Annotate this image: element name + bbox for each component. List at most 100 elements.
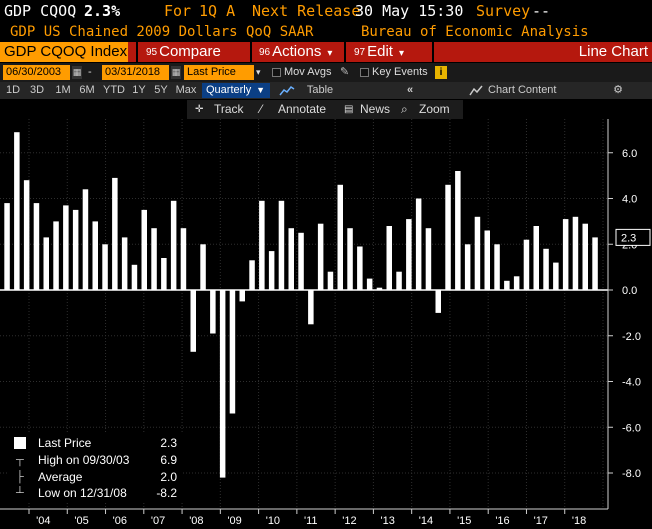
bar[interactable] xyxy=(484,230,491,291)
bar[interactable] xyxy=(278,200,285,290)
security-field[interactable]: GDP CQOQ Index xyxy=(0,42,128,62)
bar[interactable] xyxy=(386,226,393,290)
bar[interactable] xyxy=(229,290,236,414)
bar[interactable] xyxy=(259,200,265,290)
bar[interactable] xyxy=(406,219,412,290)
bar[interactable] xyxy=(513,276,520,290)
annotate-button[interactable]: Annotate xyxy=(278,102,327,116)
bar[interactable] xyxy=(474,216,481,290)
track-button[interactable]: Track xyxy=(214,102,244,116)
bar[interactable] xyxy=(219,290,226,478)
bar[interactable] xyxy=(347,228,353,290)
frequency-selector[interactable]: Quarterly ▼ xyxy=(202,83,270,98)
line-chart-icon[interactable] xyxy=(276,83,298,98)
bar[interactable] xyxy=(308,290,314,325)
bar[interactable] xyxy=(53,221,59,290)
range-6m[interactable]: 6M xyxy=(79,84,95,96)
bar[interactable] xyxy=(239,290,246,302)
bar[interactable] xyxy=(180,228,187,290)
range-1y[interactable]: 1Y xyxy=(132,84,146,96)
field-selector[interactable]: Last Price xyxy=(184,65,254,80)
bar[interactable] xyxy=(376,287,383,290)
chart-content-icon[interactable] xyxy=(466,83,486,98)
bar[interactable] xyxy=(523,239,530,290)
range-1m[interactable]: 1M xyxy=(55,84,71,96)
bar-chart[interactable]: 8.06.04.02.00.0-2.0-4.0-6.0-8.02.3 '04'0… xyxy=(0,119,652,529)
bar[interactable] xyxy=(4,203,10,290)
bar[interactable] xyxy=(357,246,363,291)
bar[interactable] xyxy=(464,244,471,291)
range-ytd[interactable]: YTD xyxy=(103,84,125,96)
bar[interactable] xyxy=(92,221,99,290)
mov-avgs-checkbox[interactable] xyxy=(272,68,281,77)
bar[interactable] xyxy=(366,278,373,290)
bar[interactable] xyxy=(121,237,128,290)
table-button[interactable]: Table xyxy=(306,84,334,96)
annotate-icon[interactable]: ⁄ xyxy=(260,102,263,116)
bar[interactable] xyxy=(63,205,69,290)
bar[interactable] xyxy=(543,248,549,290)
bar[interactable] xyxy=(553,262,559,290)
bar[interactable] xyxy=(445,184,451,290)
bar[interactable] xyxy=(131,264,138,290)
gear-icon[interactable]: ⚙ xyxy=(613,84,623,96)
range-3d[interactable]: 3D xyxy=(29,84,45,96)
range-5y[interactable]: 5Y xyxy=(154,84,168,96)
bar[interactable] xyxy=(455,171,461,290)
edit-button[interactable]: 97 Edit ▾ xyxy=(354,42,404,62)
bar[interactable] xyxy=(33,203,40,290)
caret-down-icon[interactable]: ▾ xyxy=(256,67,261,77)
bar[interactable] xyxy=(14,132,20,290)
bar[interactable] xyxy=(337,184,344,290)
bar[interactable] xyxy=(170,200,177,290)
bar[interactable] xyxy=(435,290,442,313)
bar[interactable] xyxy=(141,209,148,290)
bar[interactable] xyxy=(190,290,197,352)
news-button[interactable]: News xyxy=(360,102,391,116)
collapse-arrows-icon[interactable]: « xyxy=(406,84,414,96)
key-events-checkbox[interactable] xyxy=(360,68,369,77)
bar[interactable] xyxy=(298,232,304,290)
bar[interactable] xyxy=(43,237,50,290)
bar[interactable] xyxy=(415,198,422,291)
range-1d[interactable]: 1D xyxy=(5,84,21,96)
bar[interactable] xyxy=(72,209,79,290)
bar[interactable] xyxy=(112,177,118,290)
pencil-icon[interactable]: ✎ xyxy=(340,66,350,78)
bar[interactable] xyxy=(317,223,324,290)
bar[interactable] xyxy=(327,271,334,290)
zoom-icon[interactable]: ⌕ xyxy=(401,102,408,116)
bar[interactable] xyxy=(23,180,30,290)
info-icon[interactable]: i xyxy=(435,66,447,79)
bar[interactable] xyxy=(102,244,108,291)
bar[interactable] xyxy=(288,228,295,290)
bar[interactable] xyxy=(562,219,569,290)
start-date-field[interactable]: 06/30/2003 xyxy=(3,65,70,80)
calendar-icon[interactable]: ▦ xyxy=(72,66,82,79)
bar[interactable] xyxy=(425,228,432,290)
bar[interactable] xyxy=(494,244,500,291)
bar[interactable] xyxy=(200,244,206,291)
bar[interactable] xyxy=(268,251,275,290)
crosshair-icon[interactable]: ✛ xyxy=(195,104,204,115)
bar[interactable] xyxy=(396,271,402,290)
bar[interactable] xyxy=(249,260,255,290)
bar[interactable] xyxy=(161,258,167,290)
zoom-button[interactable]: Zoom xyxy=(419,102,450,116)
chart-content-button[interactable]: Chart Content xyxy=(488,84,557,96)
bar[interactable] xyxy=(82,189,89,290)
compare-button[interactable]: 95 Compare xyxy=(146,42,221,62)
bar[interactable] xyxy=(582,223,589,290)
survey-value: -- xyxy=(532,2,551,20)
bar[interactable] xyxy=(592,237,598,290)
bar[interactable] xyxy=(533,226,540,290)
actions-button[interactable]: 96 Actions ▾ xyxy=(259,42,332,62)
bar[interactable] xyxy=(504,280,510,290)
end-date-field[interactable]: 03/31/2018 xyxy=(102,65,169,80)
bar[interactable] xyxy=(572,216,579,290)
news-icon[interactable]: ▤ xyxy=(344,104,354,115)
calendar-icon[interactable]: ▦ xyxy=(171,66,181,79)
bar[interactable] xyxy=(210,290,216,334)
range-max[interactable]: Max xyxy=(175,84,197,96)
bar[interactable] xyxy=(151,228,157,290)
